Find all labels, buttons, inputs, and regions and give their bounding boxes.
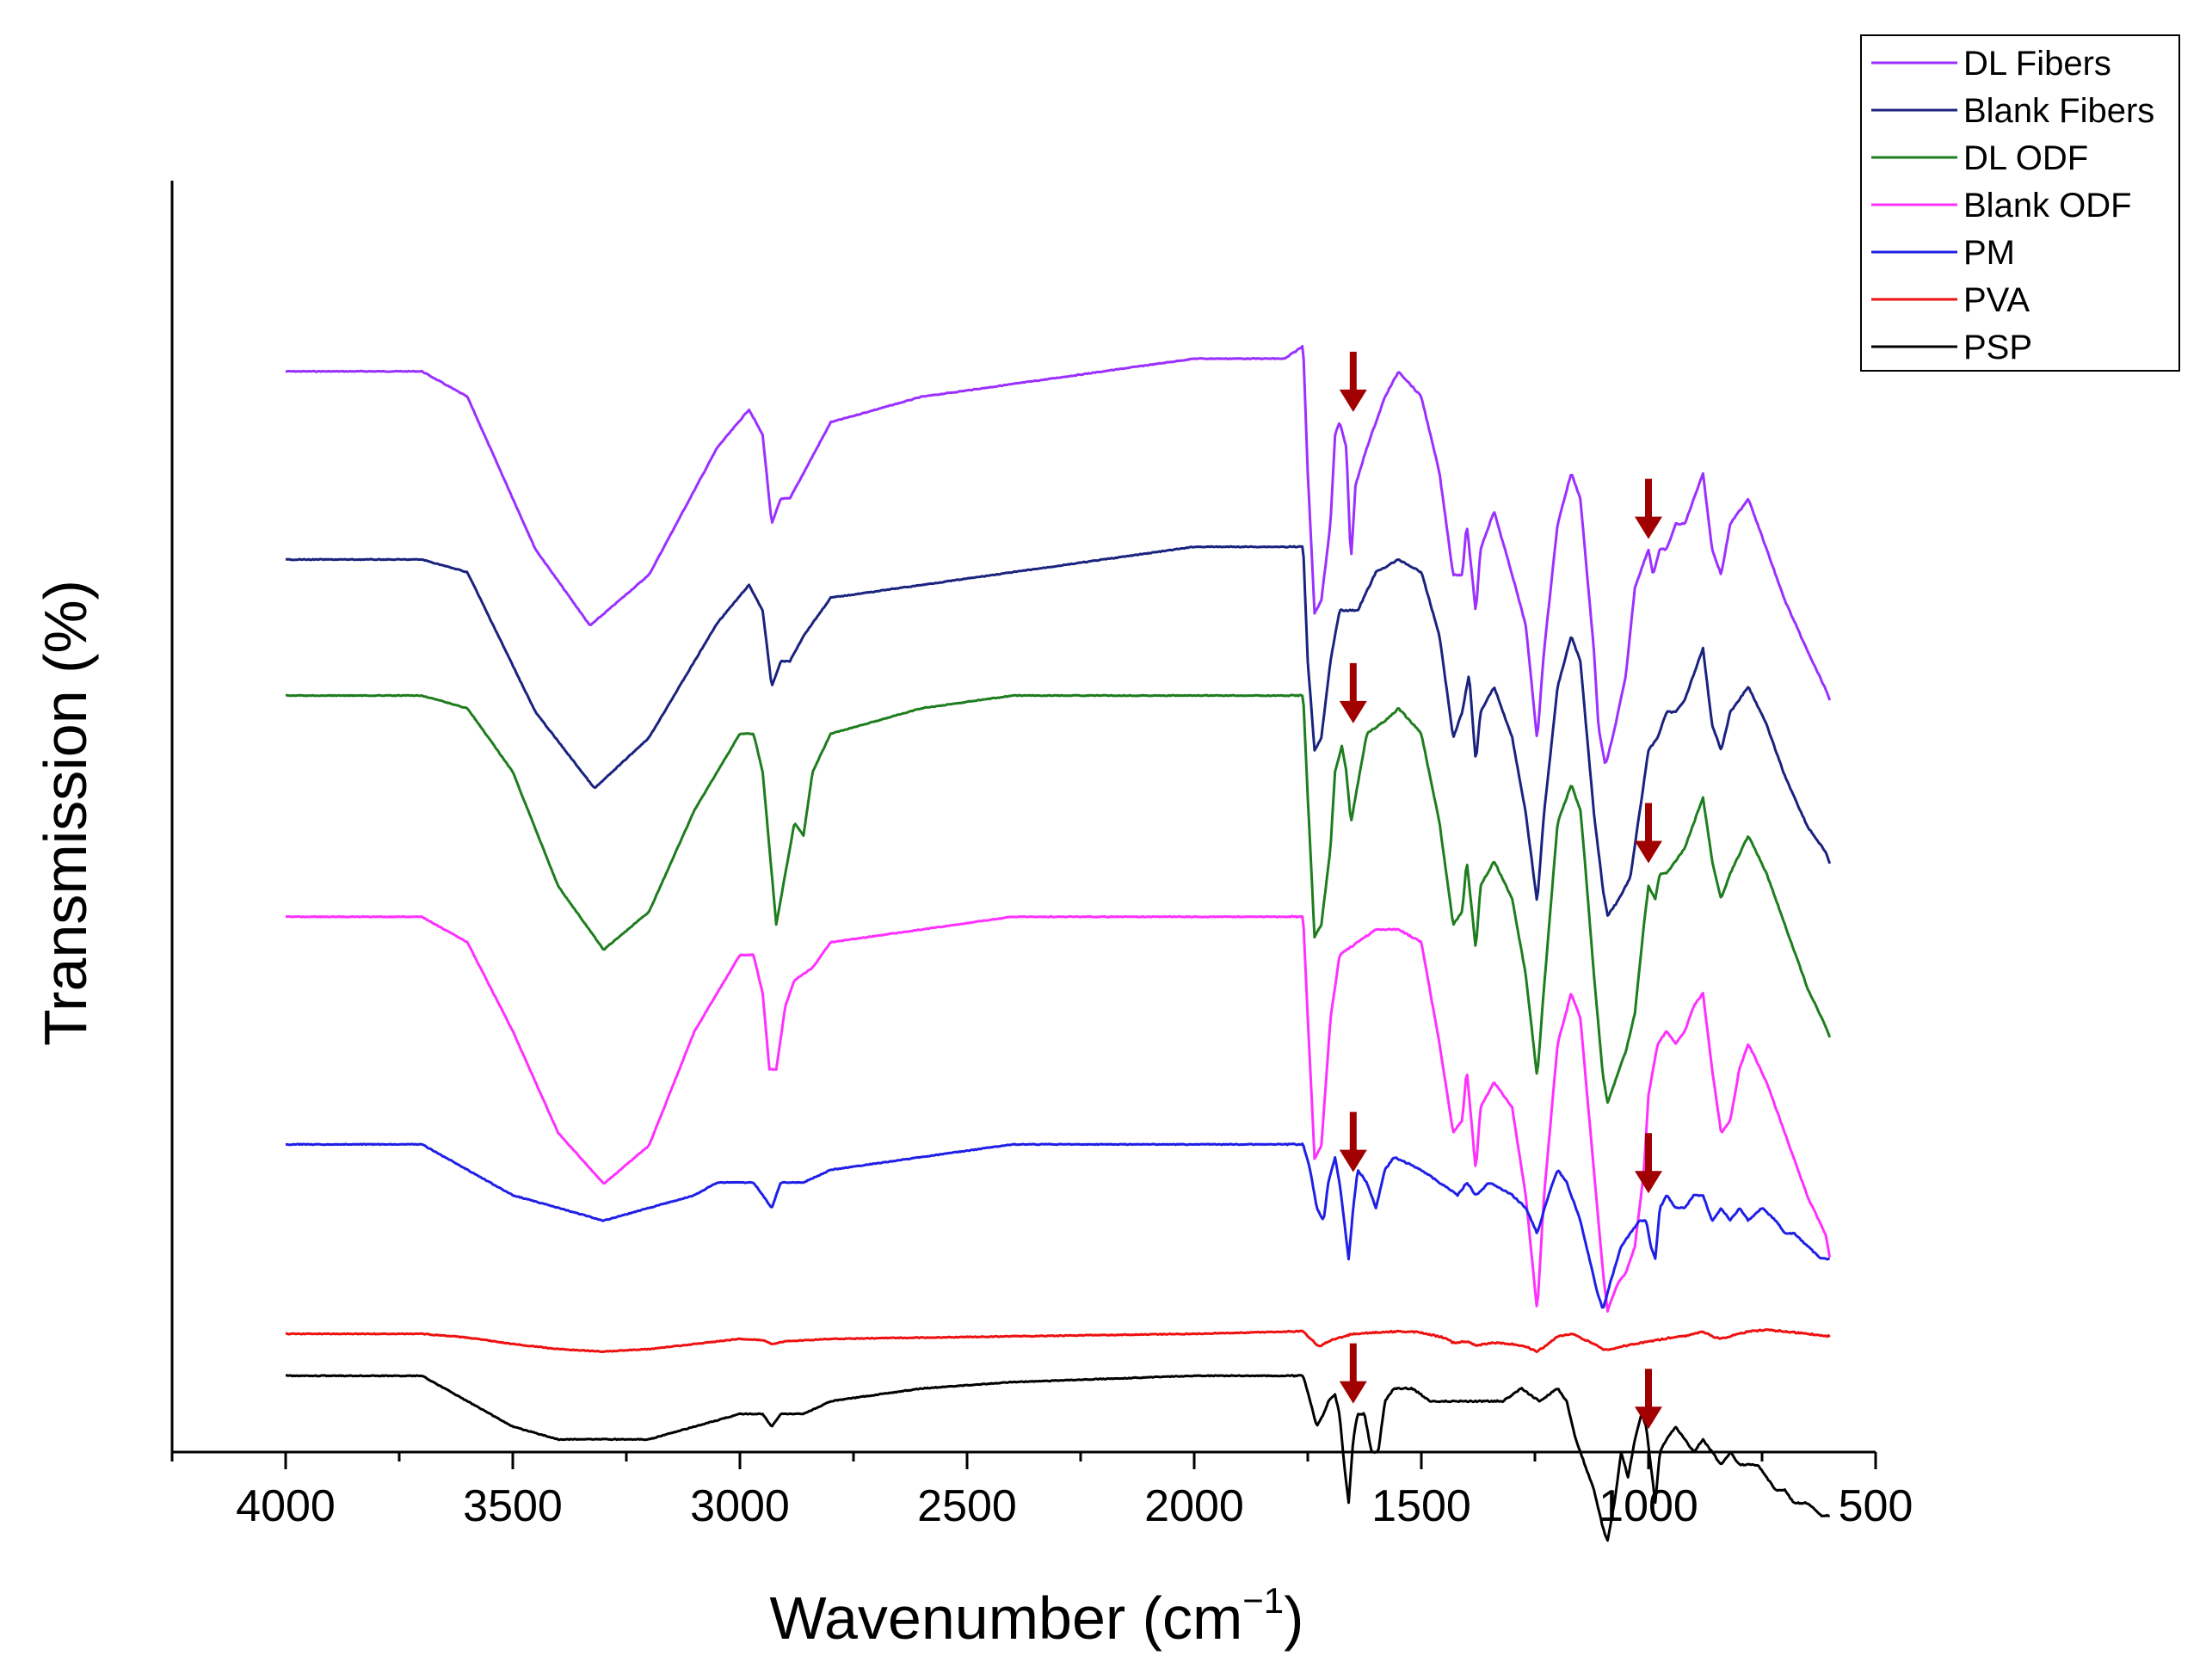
series-line-pm [286, 1142, 1830, 1309]
annotation-arrow [1635, 803, 1662, 864]
legend-label: PM [1963, 234, 2015, 272]
x-tick-label: 4000 [236, 1481, 336, 1531]
x-axis-title: Wavenumber (cm−1) [770, 1580, 1304, 1652]
x-axis-title-close: ) [1284, 1585, 1303, 1652]
legend-label: Blank ODF [1963, 187, 2132, 225]
annotation-arrow [1635, 1369, 1662, 1430]
series-line-dl-odf [286, 693, 1832, 1105]
x-axis-title-sup: −1 [1242, 1580, 1284, 1621]
x-tick-label: 2500 [917, 1481, 1017, 1531]
annotation-arrow [1635, 478, 1662, 539]
x-tick-label: 1000 [1599, 1481, 1698, 1531]
legend-box [1860, 34, 2180, 372]
y-axis-title: Transmission (%) [32, 580, 99, 1046]
annotation-arrow [1339, 662, 1367, 723]
legend-label: PVA [1963, 281, 2030, 319]
x-tick-label: 3500 [463, 1481, 563, 1531]
series-line-blank-odf [286, 914, 1832, 1313]
x-tick-label: 2000 [1144, 1481, 1244, 1531]
arrow-layer [1339, 351, 1662, 1430]
x-axis-title-main: Wavenumber (cm [770, 1585, 1243, 1652]
annotation-arrow [1339, 1111, 1367, 1172]
legend-label: DL Fibers [1963, 45, 2111, 83]
annotation-arrow [1339, 351, 1367, 412]
legend: DL Fibers Blank Fibers DL ODF Blank ODF PM PV… [1860, 34, 2180, 372]
annotation-arrow [1635, 1133, 1662, 1194]
series-line-dl-fibers [285, 345, 1832, 765]
legend-label: Blank Fibers [1963, 92, 2154, 130]
series-line-psp [285, 1374, 1830, 1542]
legend-label: PSP [1963, 329, 2032, 366]
x-tick-label: 500 [1839, 1481, 1913, 1531]
x-tick-label: 1500 [1371, 1481, 1471, 1531]
x-axis-ticks: 4000 3500 3000 2500 2000 1500 1000 500 [170, 1452, 1913, 1531]
annotation-arrow [1339, 1343, 1367, 1404]
x-tick-label: 3000 [690, 1481, 790, 1531]
series-line-pva [285, 1328, 1831, 1354]
series-line-blank-fibers [285, 545, 1832, 917]
series-layer [285, 345, 1832, 1542]
legend-label: DL ODF [1963, 139, 2088, 177]
